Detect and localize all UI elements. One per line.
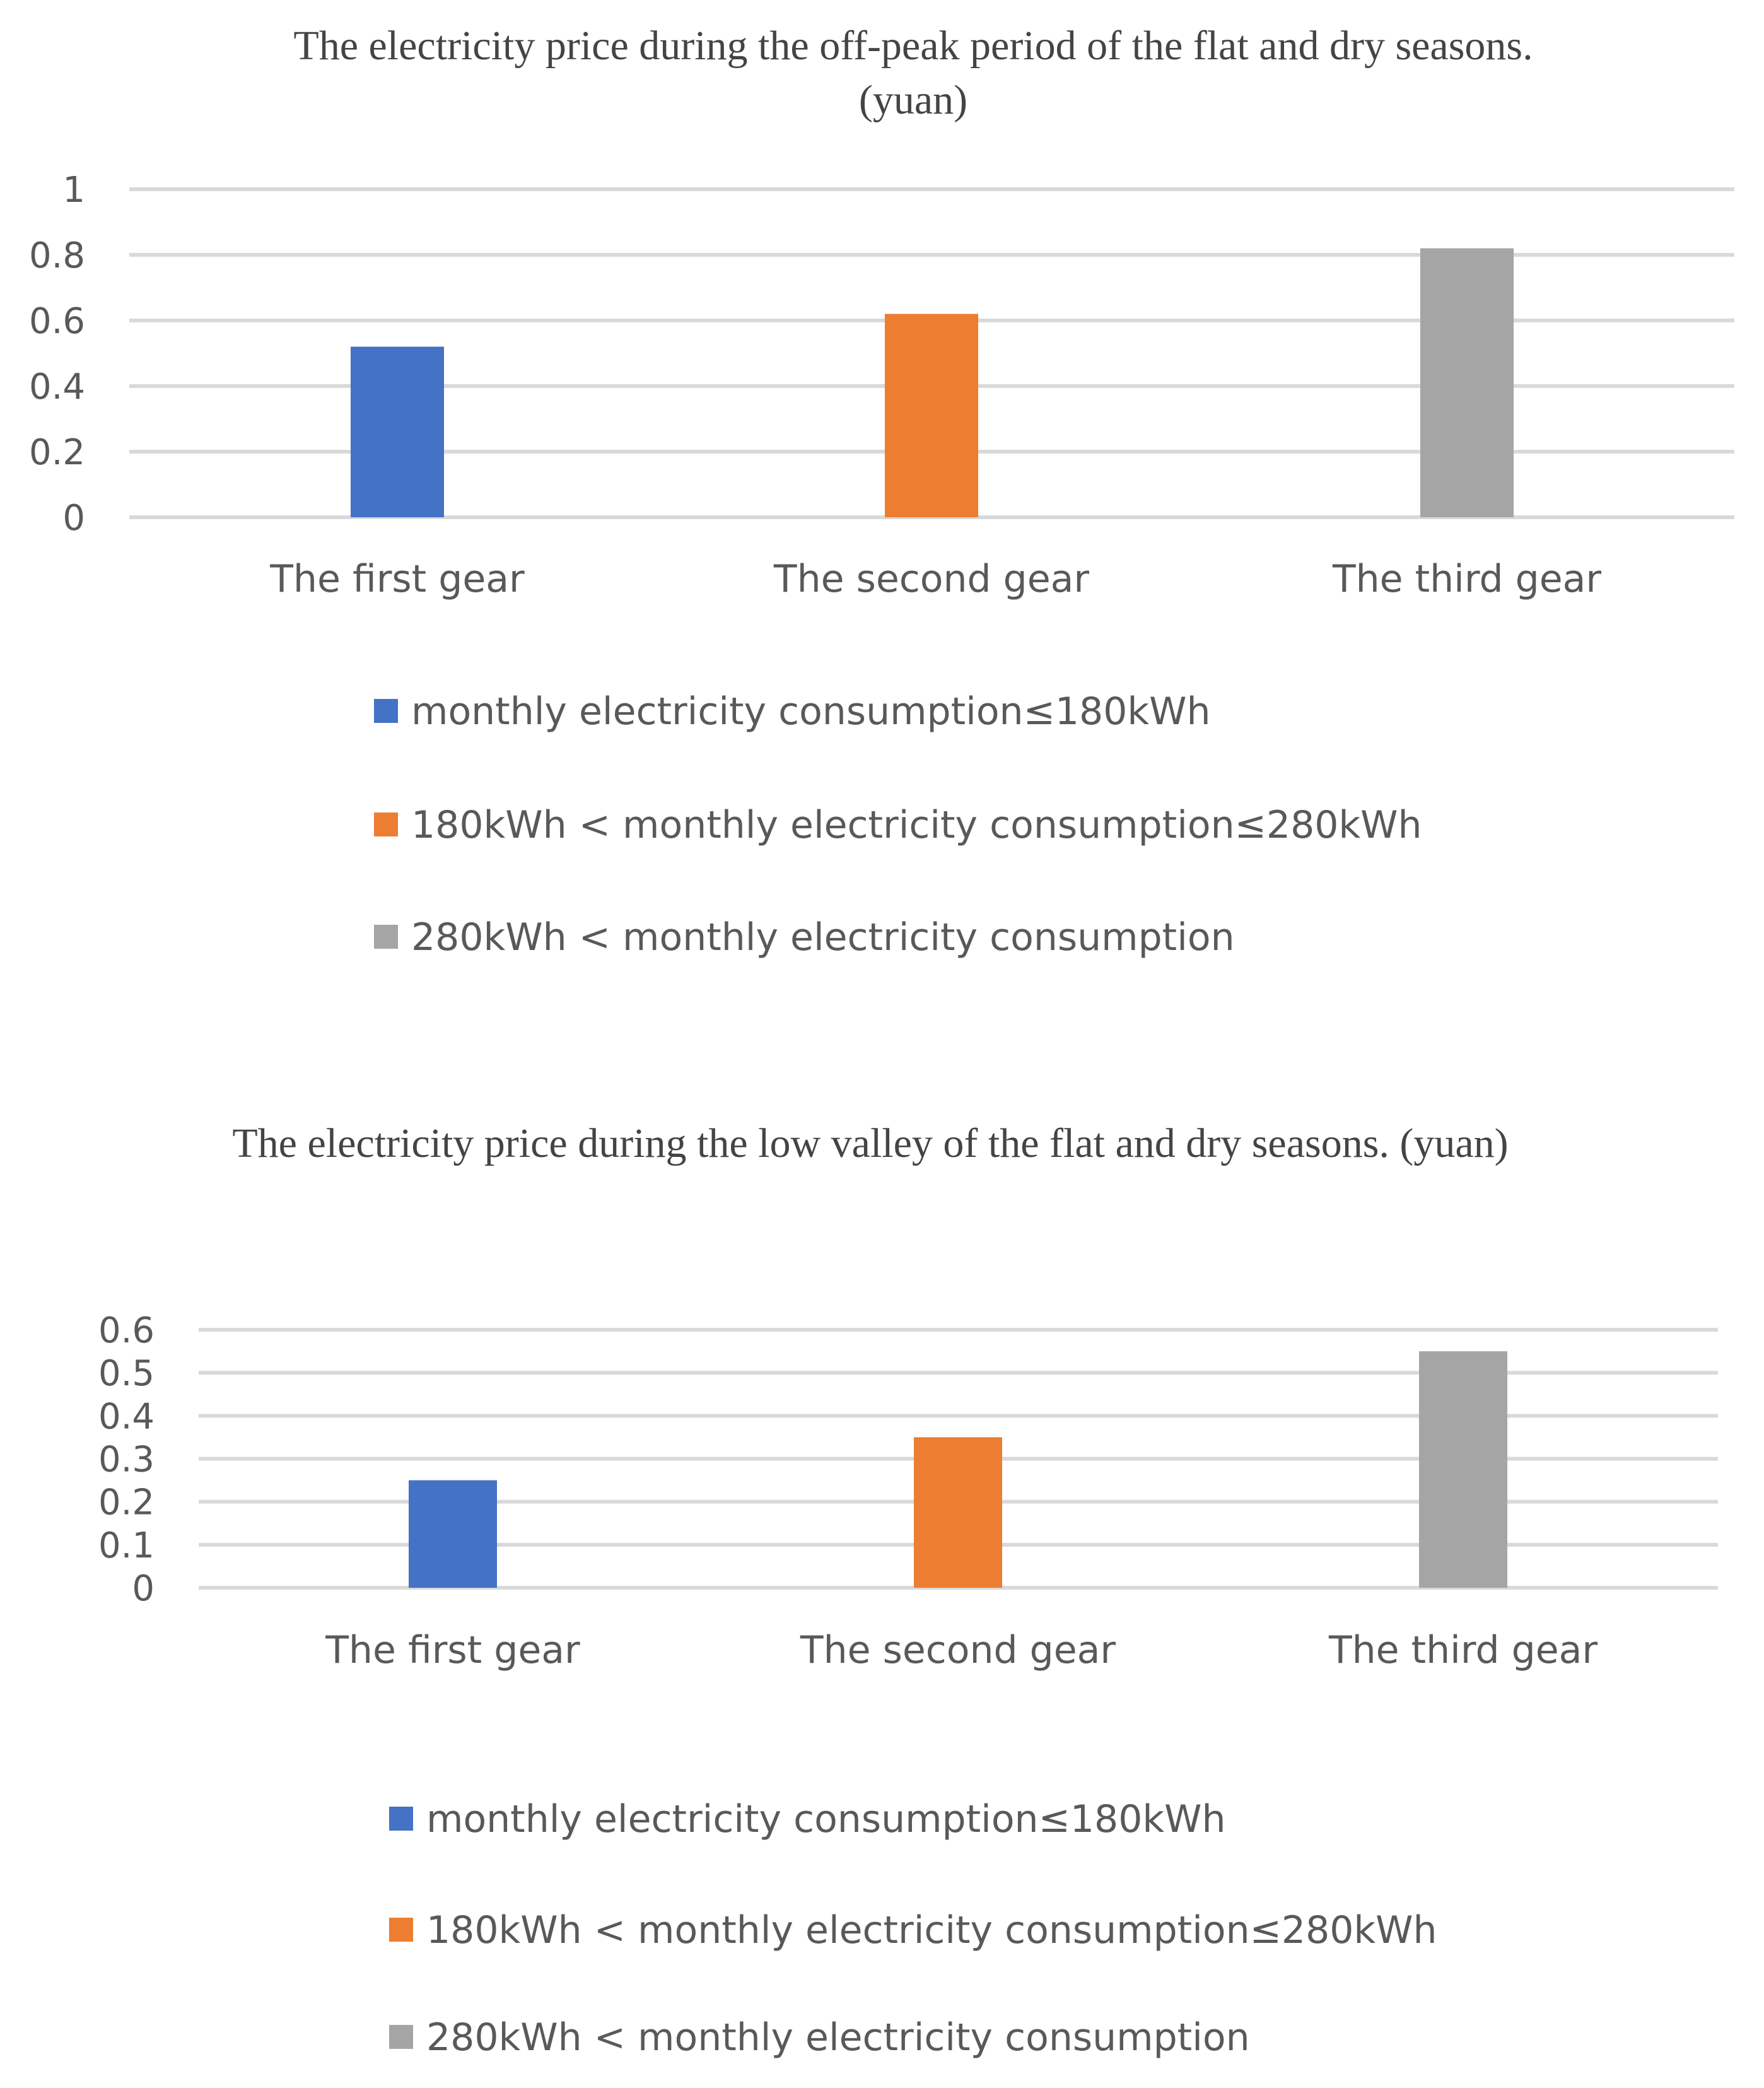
chart-1-y-axis: 0 0.2 0.4 0.6 0.8 1: [29, 170, 85, 539]
chart-1-y-tick-label: 0.2: [29, 432, 85, 473]
chart-2-bar-3: [1419, 1351, 1507, 1588]
chart-1-bar-2: [885, 314, 978, 517]
chart-2-legend: monthly electricity consumption≤180kWh 1…: [389, 1797, 1437, 2060]
chart-2-y-tick-label: 0.4: [98, 1396, 155, 1437]
chart-1-y-tick-label: 0.8: [29, 235, 85, 276]
chart-1-title-line-1: The electricity price during the off-pea…: [293, 23, 1533, 69]
chart-1-bar-3: [1420, 248, 1514, 517]
chart-1-legend-swatch-3: [374, 925, 398, 949]
chart-1-y-tick-label: 1: [62, 170, 85, 211]
chart-1: The electricity price during the off-pea…: [29, 23, 1734, 959]
chart-2-legend-swatch-1: [389, 1807, 413, 1831]
chart-1-title-line-2: (yuan): [859, 77, 967, 123]
chart-1-bar-1: [351, 346, 444, 517]
chart-2-y-tick-label: 0.2: [98, 1482, 155, 1523]
chart-1-legend-label-3: 280kWh < monthly electricity consumption: [411, 915, 1235, 959]
chart-2-bar-1: [409, 1480, 497, 1588]
chart-1-legend-swatch-2: [374, 812, 398, 836]
chart-1-category-label-2: The second gear: [773, 557, 1089, 601]
chart-2-bar-2: [914, 1437, 1002, 1588]
chart-1-y-tick-label: 0.4: [29, 367, 85, 408]
chart-2: The electricity price during the low val…: [98, 1120, 1718, 2060]
chart-1-legend: monthly electricity consumption≤180kWh 1…: [374, 689, 1422, 959]
chart-2-category-label-2: The second gear: [800, 1628, 1116, 1672]
chart-2-legend-swatch-2: [389, 1918, 413, 1942]
chart-2-title: The electricity price during the low val…: [232, 1120, 1508, 1166]
chart-1-legend-label-1: monthly electricity consumption≤180kWh: [411, 689, 1210, 734]
chart-2-bars: [409, 1351, 1507, 1588]
chart-1-category-label-1: The first gear: [269, 557, 525, 601]
chart-1-legend-swatch-1: [374, 699, 398, 723]
chart-1-legend-label-2: 180kWh < monthly electricity consumption…: [411, 803, 1422, 847]
chart-2-y-tick-label: 0.5: [98, 1353, 155, 1394]
chart-2-legend-label-2: 180kWh < monthly electricity consumption…: [426, 1908, 1437, 1952]
chart-2-y-tick-label: 0.1: [98, 1525, 155, 1566]
chart-1-y-tick-label: 0: [62, 498, 85, 539]
chart-1-category-label-3: The third gear: [1332, 557, 1601, 601]
chart-2-x-axis: The first gear The second gear The third g…: [325, 1628, 1598, 1672]
chart-1-x-axis: The first gear The second gear The third g…: [269, 557, 1601, 601]
chart-2-legend-label-3: 280kWh < monthly electricity consumption: [426, 2015, 1250, 2060]
chart-2-legend-label-1: monthly electricity consumption≤180kWh: [426, 1797, 1225, 1841]
chart-2-category-label-1: The first gear: [325, 1628, 580, 1672]
chart-2-y-tick-label: 0.3: [98, 1440, 155, 1481]
chart-2-legend-swatch-3: [389, 2025, 413, 2049]
chart-2-y-tick-label: 0: [132, 1568, 155, 1609]
chart-2-y-axis: 00.10.20.30.40.50.6: [98, 1310, 155, 1609]
chart-1-bars: [351, 248, 1514, 517]
chart-2-category-label-3: The third gear: [1328, 1628, 1598, 1672]
chart-2-y-tick-label: 0.6: [98, 1310, 155, 1351]
chart-1-y-tick-label: 0.6: [29, 301, 85, 342]
